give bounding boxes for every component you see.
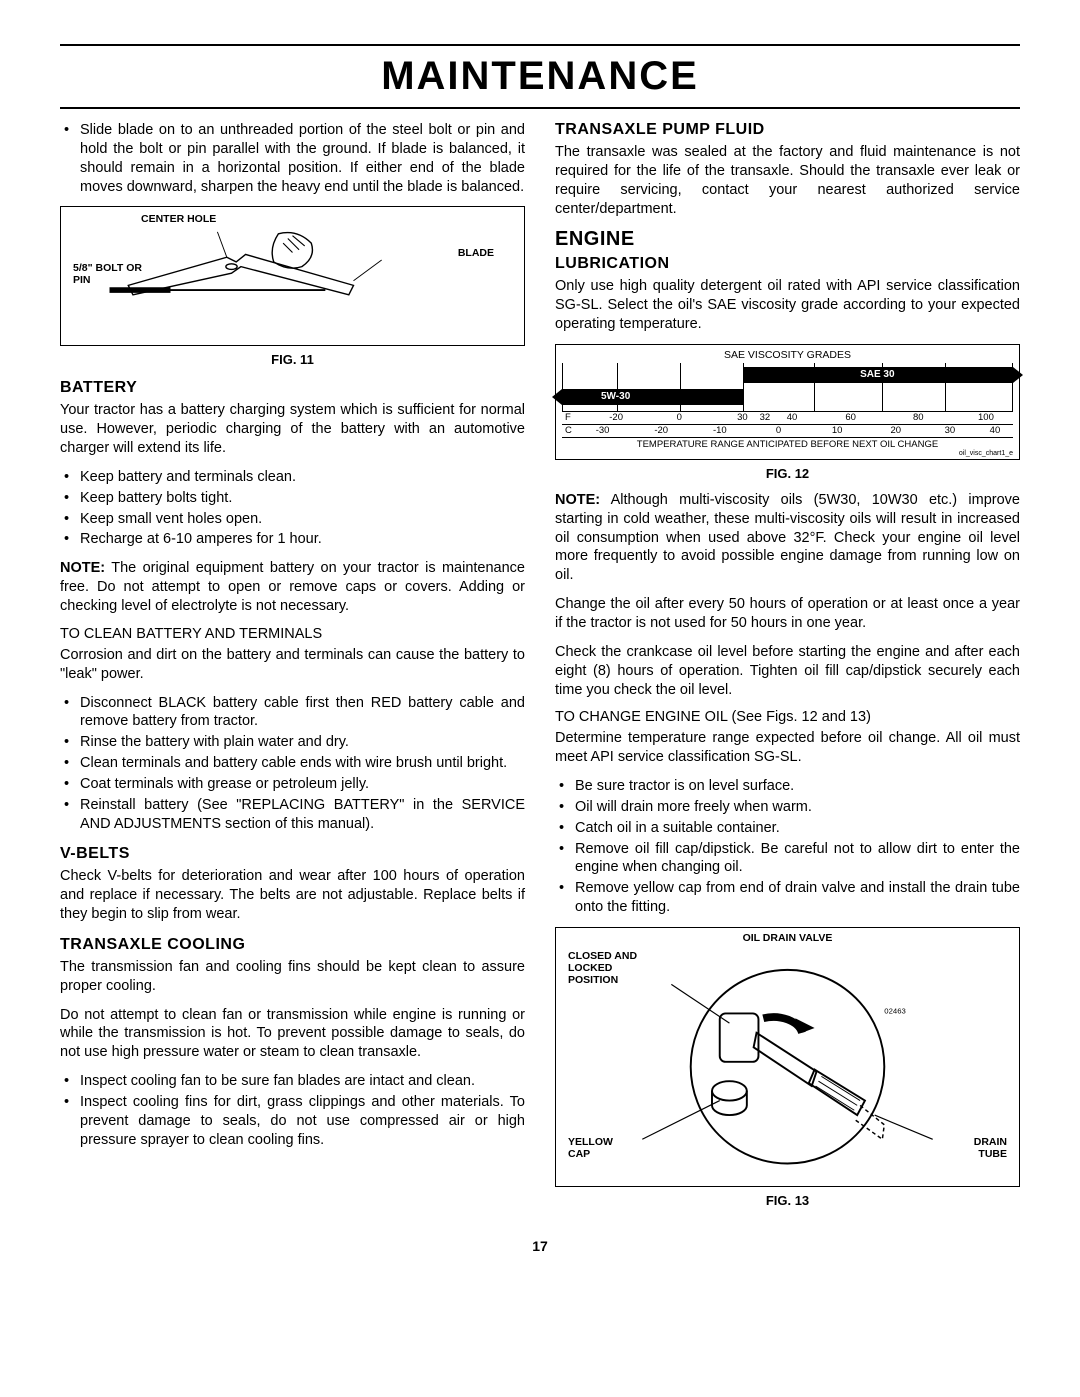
list-item: Keep battery and terminals clean. [80,468,525,487]
page-number: 17 [60,1238,1020,1254]
label-bolt: 5/8" BOLT OR PIN [73,262,143,286]
list-item: Inspect cooling fins for dirt, grass cli… [80,1093,525,1150]
battery-heading: BATTERY [60,379,525,397]
fig11-caption: FIG. 11 [60,352,525,367]
c-label: C [562,425,572,436]
blade-text: Slide blade on to an unthreaded portion … [80,121,525,196]
engine-heading: ENGINE [555,228,1020,251]
cooling-heading: TRANSAXLE COOLING [60,936,525,954]
oil-bullets: Be sure tractor is on level surface. Oil… [555,777,1020,917]
list-item: Remove oil fill cap/dipstick. Be careful… [575,840,1020,878]
battery-note: NOTE: The original equipment battery on … [60,559,525,616]
label-valve: OIL DRAIN VALVE [743,932,833,944]
list-item: Reinstall battery (See "REPLACING BATTER… [80,796,525,834]
left-column: Slide blade on to an unthreaded portion … [60,121,525,1218]
battery-bullets1: Keep battery and terminals clean. Keep b… [60,468,525,549]
cooling-para1: The transmission fan and cooling fins sh… [60,958,525,996]
list-item: Coat terminals with grease or petroleum … [80,775,525,794]
visc-footer: TEMPERATURE RANGE ANTICIPATED BEFORE NEX… [562,437,1013,450]
cooling-bullets: Inspect cooling fan to be sure fan blade… [60,1072,525,1149]
cooling-para2: Do not attempt to clean fan or transmiss… [60,1006,525,1063]
figure-11: CENTER HOLE BLADE 5/8" BOLT OR PIN [60,206,525,346]
list-item: Remove yellow cap from end of drain valv… [575,879,1020,917]
5w30-label: 5W-30 [571,391,630,402]
lub-para: Only use high quality detergent oil rate… [555,277,1020,334]
top-rule [60,44,1020,46]
label-blade: BLADE [458,247,494,259]
label-closed: CLOSED AND LOCKED POSITION [568,950,658,986]
vbelts-heading: V-BELTS [60,845,525,863]
list-item: Recharge at 6-10 amperes for 1 hour. [80,530,525,549]
list-item: Inspect cooling fan to be sure fan blade… [80,1072,525,1091]
label-drain: DRAIN TUBE [957,1136,1007,1160]
visc-title: SAE VISCOSITY GRADES [556,349,1019,361]
oil-note: NOTE: Although multi-viscosity oils (5W3… [555,491,1020,585]
c-row: C -30 -20 -10 0 10 20 30 40 [562,424,1013,437]
fig12-caption: FIG. 12 [555,466,1020,481]
list-item: Keep small vent holes open. [80,510,525,529]
battery-para1: Your tractor has a battery charging syst… [60,401,525,458]
oil-para2: Change the oil after every 50 hours of o… [555,595,1020,633]
note-label: NOTE: [555,492,600,508]
visc-credit: oil_visc_chart1_e [556,450,1019,457]
visc-bars: SAE 30 5W-30 [562,363,1013,411]
vbelts-para: Check V-belts for deterioration and wear… [60,867,525,924]
list-item: Disconnect BLACK battery cable first the… [80,694,525,732]
note-text: The original equipment battery on your t… [60,560,525,614]
clean-para: Corrosion and dirt on the battery and te… [60,646,525,684]
blade-bullet: Slide blade on to an unthreaded portion … [60,121,525,196]
page-title: MAINTENANCE [60,54,1020,99]
change-para: Determine temperature range expected bef… [555,729,1020,767]
f-row: F -20 0 30 32 40 60 80 100 [562,411,1013,424]
list-item: Clean terminals and battery cable ends w… [80,754,525,773]
note-text: Although multi-viscosity oils (5W30, 10W… [555,492,1020,583]
list-item: Oil will drain more freely when warm. [575,798,1020,817]
right-column: TRANSAXLE PUMP FLUID The transaxle was s… [555,121,1020,1218]
f-label: F [562,412,571,423]
list-item: Be sure tractor is on level surface. [575,777,1020,796]
figure-13: OIL DRAIN VALVE CLOSED AND LOCKED POSITI… [555,927,1020,1187]
list-item: Catch oil in a suitable container. [575,819,1020,838]
battery-bullets2: Disconnect BLACK battery cable first the… [60,694,525,834]
lub-heading: LUBRICATION [555,255,1020,273]
list-item: Rinse the battery with plain water and d… [80,733,525,752]
viscosity-chart: SAE VISCOSITY GRADES SAE 30 5W-30 F [555,344,1020,460]
note-label: NOTE: [60,560,105,576]
title-rule [60,107,1020,109]
svg-text:02463: 02463 [884,1006,906,1015]
pump-heading: TRANSAXLE PUMP FLUID [555,121,1020,139]
fig13-caption: FIG. 13 [555,1193,1020,1208]
oil-para3: Check the crankcase oil level before sta… [555,643,1020,700]
5w30-bar: 5W-30 [563,389,743,405]
pump-para: The transaxle was sealed at the factory … [555,143,1020,218]
clean-heading: TO CLEAN BATTERY AND TERMINALS [60,626,525,642]
sae30-bar: SAE 30 [743,367,1012,383]
sae30-label: SAE 30 [860,369,894,380]
label-yellow: YELLOW CAP [568,1136,628,1160]
list-item: Keep battery bolts tight. [80,489,525,508]
content-columns: Slide blade on to an unthreaded portion … [60,121,1020,1218]
label-center-hole: CENTER HOLE [141,213,216,225]
change-heading: TO CHANGE ENGINE OIL (See Figs. 12 and 1… [555,709,1020,725]
